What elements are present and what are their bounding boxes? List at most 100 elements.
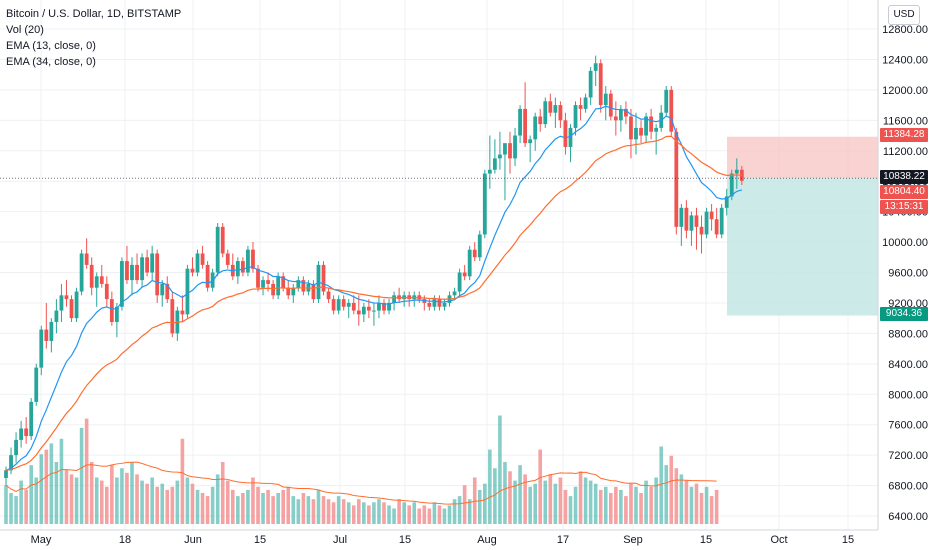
candle <box>407 291 412 307</box>
volume-bar <box>533 483 537 524</box>
candle-body <box>120 261 124 307</box>
volume-bar <box>709 496 714 524</box>
candle <box>271 280 276 300</box>
candle-body <box>739 169 744 181</box>
candle <box>291 283 296 303</box>
volume-bar <box>553 483 558 524</box>
candle-body <box>392 295 396 303</box>
volume-bar <box>321 496 326 524</box>
volume-bar <box>367 505 371 524</box>
candle <box>442 299 447 311</box>
volume-bar <box>205 496 210 524</box>
candle-body <box>210 272 215 288</box>
candle-body <box>39 329 44 368</box>
candle <box>180 295 185 322</box>
y-tick-label: 11200.00 <box>883 146 928 158</box>
candle <box>155 249 160 303</box>
candle-body <box>104 283 109 300</box>
volume-bar <box>573 486 578 524</box>
candle-body <box>487 169 492 174</box>
volume-bar <box>578 471 583 524</box>
candle-body <box>155 253 160 296</box>
volume-bar <box>644 480 648 524</box>
candle-body <box>321 264 326 292</box>
candle <box>603 86 608 121</box>
candle-body <box>629 116 633 140</box>
candle <box>558 101 563 128</box>
volume-bar <box>74 477 79 524</box>
volume-bar <box>447 505 452 524</box>
candle <box>734 158 739 189</box>
candle-body <box>508 143 512 159</box>
candle <box>24 417 29 444</box>
candle <box>503 143 507 201</box>
candle-body <box>69 299 74 319</box>
candle-body <box>261 280 265 288</box>
candle <box>392 291 396 311</box>
candle <box>382 299 386 315</box>
candle <box>538 108 543 132</box>
volume-bar <box>231 489 235 524</box>
candle-body <box>291 287 296 296</box>
candle <box>498 131 502 170</box>
volume-bar <box>331 502 336 524</box>
candle <box>230 253 235 281</box>
candle <box>190 257 195 277</box>
candle <box>19 420 24 448</box>
candle-body <box>694 215 699 227</box>
candle <box>452 287 457 300</box>
y-tick-label: 12800.00 <box>882 24 928 36</box>
candle-body <box>59 295 64 311</box>
candle-body <box>84 253 89 265</box>
candle <box>432 295 437 311</box>
candle <box>719 204 724 239</box>
candle-body <box>568 127 573 147</box>
candle <box>256 264 260 292</box>
volume-bar <box>220 462 225 524</box>
candle-body <box>346 302 351 307</box>
candle-body <box>538 116 543 125</box>
candle <box>145 249 150 277</box>
candle <box>462 264 467 281</box>
candle <box>457 268 462 296</box>
volume-bars <box>4 415 719 524</box>
candle <box>583 93 588 113</box>
candle-body <box>170 299 175 334</box>
ema-lines <box>5 105 743 471</box>
candle <box>150 245 155 281</box>
candle <box>321 261 326 296</box>
candle-body <box>195 253 200 273</box>
candle <box>94 272 99 307</box>
volume-bar <box>407 505 411 524</box>
volume-bar <box>472 477 477 524</box>
volume-bar <box>679 474 684 524</box>
volume-bar <box>346 502 351 524</box>
volume-bar <box>215 474 220 524</box>
candle-body <box>503 143 507 155</box>
candle <box>175 306 180 341</box>
candle-body <box>54 310 59 322</box>
candle <box>246 245 250 277</box>
candle <box>709 204 714 231</box>
candle <box>578 97 583 121</box>
candle <box>482 169 487 239</box>
candle-body <box>215 226 220 273</box>
x-tick-label: Oct <box>770 534 787 546</box>
candle-body <box>724 196 729 208</box>
volume-ma-line <box>5 461 717 505</box>
x-tick-label: May <box>31 534 52 546</box>
volume-bar <box>160 483 165 524</box>
volume-bar <box>195 489 200 524</box>
volume-bar <box>326 499 331 524</box>
volume-bar <box>19 480 23 524</box>
currency-button[interactable]: USD <box>888 5 920 25</box>
candle-body <box>472 249 477 258</box>
volume-bar <box>271 496 275 524</box>
volume-bar <box>341 499 346 524</box>
candle-body <box>160 283 165 296</box>
y-tick-label: 9600.00 <box>888 268 928 280</box>
candle-body <box>649 116 654 132</box>
volume-bar <box>165 489 170 524</box>
x-tick-label: Aug <box>477 534 497 546</box>
